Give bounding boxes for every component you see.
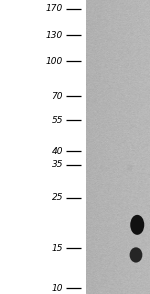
Text: 70: 70	[51, 92, 63, 101]
Bar	[86, 0, 150, 294]
Ellipse shape	[130, 215, 144, 235]
Text: 15: 15	[51, 244, 63, 253]
Text: 100: 100	[46, 57, 63, 66]
Text: 40: 40	[51, 147, 63, 156]
Text: 170: 170	[46, 4, 63, 13]
Text: 35: 35	[51, 160, 63, 169]
Text: 10: 10	[51, 284, 63, 293]
Ellipse shape	[130, 247, 142, 263]
Text: 55: 55	[51, 116, 63, 125]
Text: 130: 130	[46, 31, 63, 40]
Ellipse shape	[127, 164, 132, 171]
Text: 25: 25	[51, 193, 63, 202]
